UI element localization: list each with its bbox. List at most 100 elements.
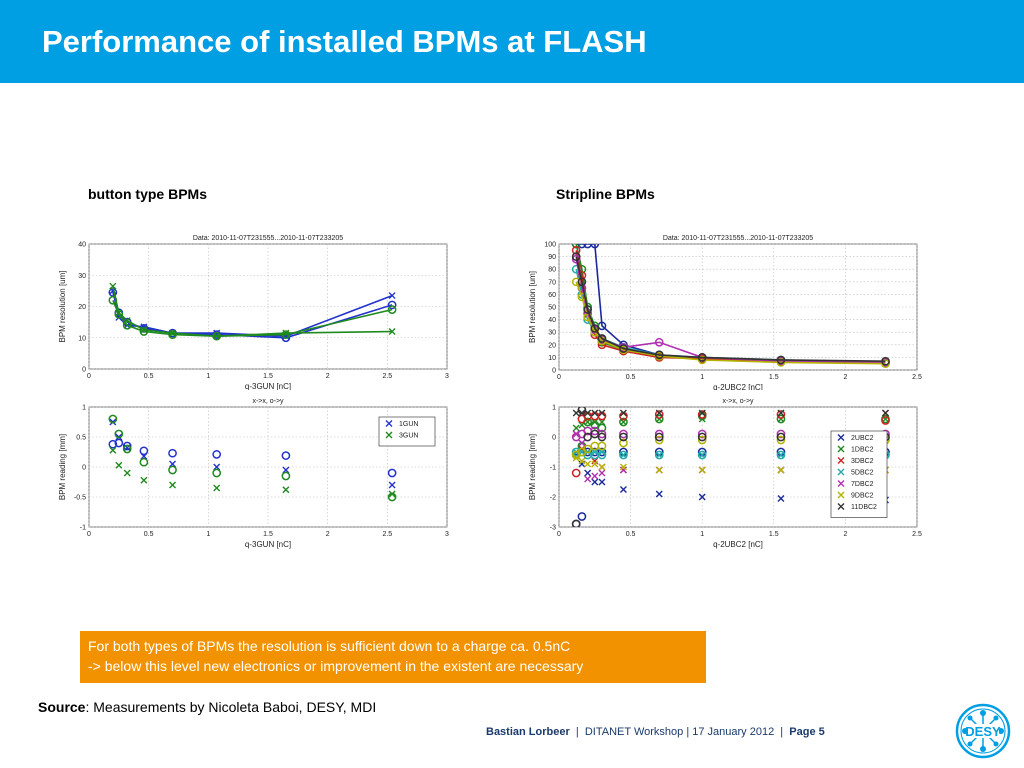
x-tick-label: 2	[843, 374, 847, 381]
y-tick-label: 90	[548, 254, 556, 261]
data-point	[776, 410, 786, 419]
data-point	[697, 410, 707, 419]
series-layer	[571, 407, 890, 527]
data-point	[591, 460, 599, 468]
data-point	[583, 305, 592, 314]
y-tick-label: -1	[550, 465, 556, 472]
data-point	[114, 429, 124, 439]
data-point	[619, 344, 628, 353]
data-point	[387, 468, 397, 478]
data-point	[655, 451, 663, 459]
data-point	[212, 450, 222, 459]
footer-page: Page 5	[789, 726, 825, 738]
data-point	[168, 465, 177, 475]
data-point	[655, 409, 663, 417]
x-tick-label: 1.5	[769, 531, 779, 538]
y-tick-label: 0	[552, 435, 556, 442]
data-point	[168, 448, 177, 458]
data-point	[654, 410, 664, 419]
x-tick-label: 0.5	[626, 374, 636, 381]
data-point	[619, 438, 628, 448]
x-tick-label: 1	[700, 374, 704, 381]
data-point	[591, 457, 599, 465]
data-point	[597, 334, 607, 343]
data-point	[590, 429, 600, 439]
y-tick-label: 50	[548, 305, 556, 312]
stripline-resolution-chart: 0 0.5 1 1.5 2 2.5 0 10 20 30 40 50 60 70 80 90 100 Data: …	[528, 235, 922, 390]
data-point	[114, 309, 124, 319]
y-tick-label: 10	[548, 355, 556, 362]
x-tick-label: 1.5	[263, 531, 273, 538]
footer-author: Bastian Lorbeer	[486, 726, 570, 738]
data-point	[388, 481, 396, 489]
x-tick-label: 0	[87, 531, 91, 538]
series-layer	[108, 414, 397, 502]
data-point	[654, 414, 664, 424]
footer-event: DITANET Workshop | 17 January 2012	[584, 726, 775, 738]
data-point	[571, 519, 581, 527]
x-tick-label: 0.5	[144, 531, 154, 538]
legend-marker	[837, 491, 845, 499]
x-tick-label: 1	[206, 531, 210, 538]
data-point	[590, 420, 600, 430]
conclusion-box: For both types of BPMs the resolution is…	[80, 631, 706, 683]
data-point	[578, 439, 586, 447]
legend-marker	[837, 468, 845, 476]
data-point	[655, 466, 663, 474]
stripline-reading-chart: 0 0.5 1 1.5 2 2.5 -3 -2 -1 0 1 x->x, o->y q-2UBC2 [n…	[528, 398, 922, 549]
legend-label: 7DBC2	[851, 481, 874, 488]
data-point	[598, 463, 606, 471]
data-point	[583, 244, 592, 249]
legend-label: 3DBC2	[851, 458, 874, 465]
y-tick-label: -2	[550, 495, 556, 502]
data-point	[697, 435, 707, 445]
x-tick-label: 2	[326, 373, 330, 380]
data-point	[109, 282, 117, 290]
data-point	[388, 292, 396, 300]
y-tick-label: 100	[544, 242, 556, 249]
data-point	[572, 424, 580, 432]
data-point	[619, 463, 627, 471]
chart-title: Data: 2010-11-07T231555...2010-11-07T233…	[663, 235, 813, 242]
y-tick-label: 1	[82, 405, 86, 412]
y-tick-label: 30	[78, 273, 86, 280]
legend-marker	[385, 431, 393, 439]
legend-marker	[837, 445, 845, 453]
y-tick-label: 20	[548, 342, 556, 349]
x-tick-label: 0.5	[626, 531, 636, 538]
conclusion-line-1: For both types of BPMs the resolution is…	[88, 638, 571, 654]
data-point	[281, 451, 291, 460]
data-point	[698, 466, 706, 474]
legend-label: 1DBC2	[851, 447, 874, 454]
data-point	[776, 414, 786, 424]
chart-title: Data: 2010-11-07T231555...2010-11-07T233…	[193, 235, 343, 242]
stripline-bpm-label: Stripline BPMs	[556, 186, 655, 202]
data-point	[654, 350, 664, 360]
legend-marker	[837, 480, 845, 487]
button-reading-chart: 0 0.5 1 1.5 2 2.5 3 -1 -0.5 0 0.5 1 x->x, o->y q-3GUN…	[58, 398, 449, 549]
data-point	[282, 466, 290, 474]
data-point	[281, 330, 291, 339]
y-tick-label: 0.5	[76, 435, 86, 442]
data-point	[777, 466, 785, 474]
data-point	[619, 451, 627, 459]
x-tick-label: 2.5	[912, 374, 922, 381]
data-point	[697, 355, 707, 365]
data-point	[591, 478, 599, 486]
y-axis-label: BPM resolution [um]	[58, 270, 67, 342]
y-tick-label: 1	[552, 405, 556, 412]
data-point	[697, 450, 707, 460]
data-point	[388, 328, 396, 335]
y-tick-label: 0	[552, 368, 556, 375]
data-point	[115, 461, 123, 469]
x-tick-label: 0	[87, 373, 91, 380]
data-point	[697, 432, 707, 442]
legend-label: 2UBC2	[851, 435, 874, 442]
data-point	[654, 435, 664, 445]
data-point	[590, 244, 600, 249]
data-point	[776, 355, 786, 365]
title-bar: Performance of installed BPMs at FLASH	[0, 0, 1024, 83]
chart-title: x->x, o->y	[722, 398, 754, 405]
y-tick-label: 10	[78, 335, 86, 342]
x-axis-label: q-2UBC2 [nC]	[713, 540, 763, 549]
